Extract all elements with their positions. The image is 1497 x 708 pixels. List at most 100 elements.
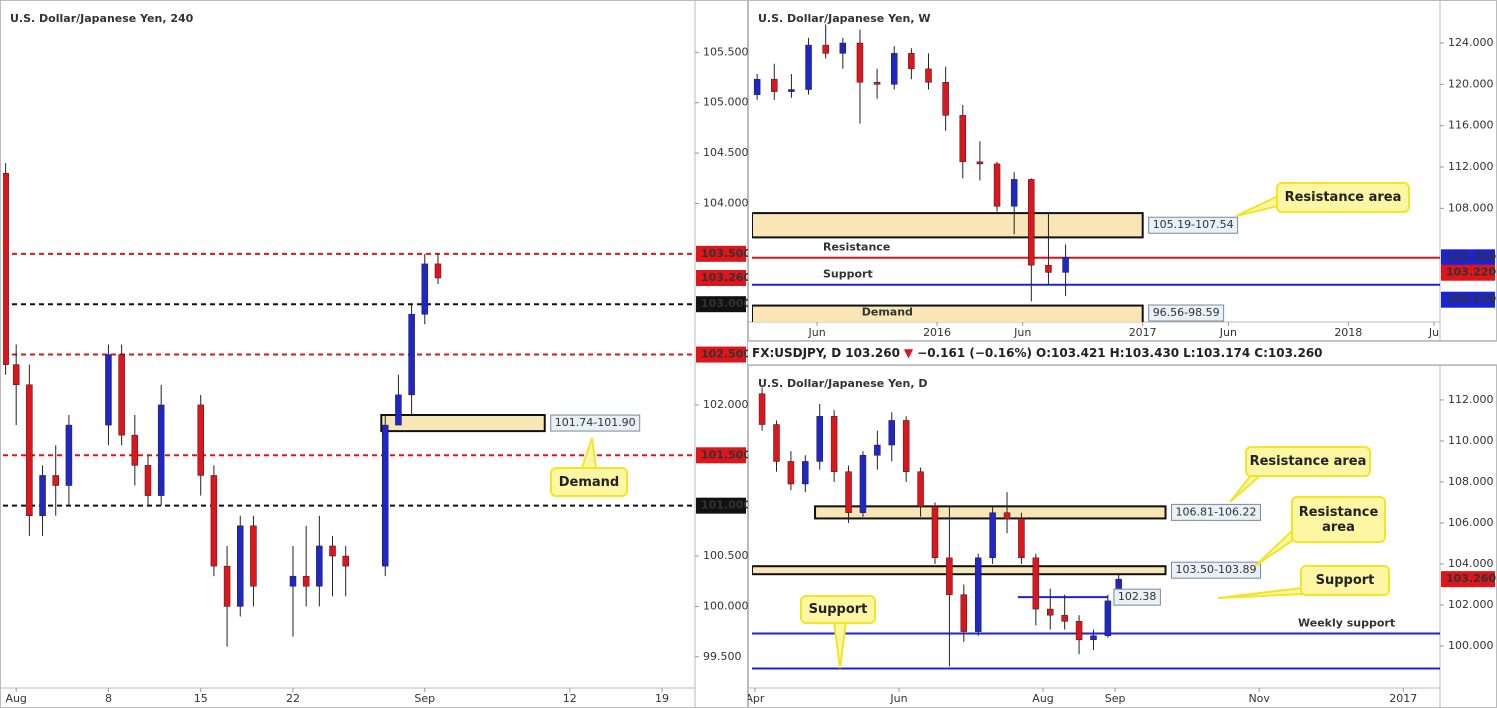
open: O:103.421 (1036, 346, 1106, 360)
candle-body (434, 263, 442, 279)
x-tick-label: Aug (1032, 692, 1053, 705)
y-tick-label: 102.000 (703, 398, 748, 411)
price-box-label: 103.220 (1446, 266, 1496, 279)
x-tick-label: Jun (889, 692, 907, 705)
low: L:103.174 (1183, 346, 1251, 360)
x-tick-label: Jun (1219, 326, 1237, 339)
tag-label: 102.38 (1118, 590, 1157, 603)
candle-body (1090, 635, 1097, 641)
x-tick-label: 2017 (1129, 326, 1157, 339)
callout: Demand (550, 467, 628, 497)
price-box-label: 103.260 (1446, 572, 1496, 585)
x-tick-label: Jun (808, 326, 826, 339)
change: −0.161 (−0.16%) (917, 346, 1032, 360)
y-tick-label: 108.000 (1448, 201, 1494, 214)
candle-body (105, 354, 112, 426)
close: C:103.260 (1254, 346, 1323, 360)
zone (380, 414, 546, 433)
price-box (1441, 571, 1495, 588)
candle-body (974, 557, 982, 632)
price-box (696, 245, 746, 262)
x-tick-label: 2017 (1389, 692, 1417, 705)
x-tick-label: Sep (414, 692, 435, 705)
candle-body (250, 525, 257, 587)
candle-body (802, 461, 809, 485)
price-box (1441, 249, 1495, 266)
y-tick-label: 124.000 (1448, 36, 1494, 49)
candle-body (902, 420, 910, 472)
change-arrow: ▼ (903, 346, 914, 360)
candle-body (788, 89, 795, 92)
level-label: Weekly support (1298, 616, 1395, 629)
candle-body (925, 68, 932, 83)
x-tick-label: 15 (194, 692, 208, 705)
y-tick-label: 110.000 (1448, 434, 1494, 447)
candle-body (959, 115, 967, 163)
level-label: Support (823, 268, 873, 281)
price-box-label: 100.610 (1446, 293, 1496, 306)
candle-body (931, 506, 939, 559)
symbol: FX:USDJPY, D (752, 346, 842, 360)
candle-body (157, 404, 165, 496)
x-tick-label: Apr (748, 692, 765, 705)
price-box (696, 447, 746, 464)
candle-body (946, 557, 953, 595)
y-tick-label: 112.000 (1448, 393, 1494, 406)
callout: Support (1300, 565, 1390, 596)
level-label: Resistance (823, 241, 890, 254)
price-box-label: 103.260 (1446, 250, 1496, 263)
y-tick-label: 120.000 (1448, 77, 1494, 90)
candle-body (816, 416, 823, 462)
candle-body (381, 424, 389, 567)
candle-body (289, 575, 297, 587)
tag-box (1113, 588, 1161, 606)
candle-body (1104, 600, 1112, 636)
candle-body (758, 393, 766, 425)
candle-body (960, 594, 968, 632)
candle-body (839, 42, 847, 54)
y-tick-label: 99.500 (703, 650, 742, 663)
y-tick-label: 100.500 (703, 549, 748, 562)
x-tick-label: 22 (286, 692, 300, 705)
candle-body (989, 512, 996, 559)
candle-body (942, 82, 949, 116)
y-tick-label: 104.000 (1448, 557, 1494, 570)
tag-box (550, 414, 641, 432)
candle-body (237, 525, 244, 607)
plot (3, 163, 695, 647)
candle-body (1018, 518, 1025, 559)
candle-body (26, 384, 33, 516)
candle-body (822, 44, 829, 54)
y-tick-label: 116.000 (1448, 119, 1494, 132)
zone-name: Demand (862, 306, 913, 319)
price-box (696, 269, 746, 286)
candle-body (52, 475, 59, 486)
y-tick-label: 108.000 (1448, 475, 1494, 488)
candle-body (210, 475, 218, 567)
candle-body (12, 364, 20, 386)
candle-body (1010, 179, 1018, 207)
last-price: 103.260 (845, 346, 900, 360)
tag-box (1148, 304, 1225, 322)
y-tick-label: 112.000 (1448, 160, 1494, 173)
x-tick-label: Aug (5, 692, 26, 705)
candle-body (329, 545, 336, 557)
zone (752, 304, 1144, 322)
y-tick-label: 102.000 (1448, 598, 1494, 611)
price-box (696, 497, 746, 514)
candle-body (223, 565, 231, 607)
x-tick-label: 8 (105, 692, 112, 705)
price-box-label: 102.500 (701, 348, 748, 361)
price-box-label: 101.000 (701, 499, 748, 512)
tag-box (1171, 561, 1261, 579)
x-tick-label: Ju (1428, 326, 1439, 339)
price-box-label: 103.000 (701, 297, 748, 310)
callout: Resistance area (1245, 446, 1371, 477)
candle-body (395, 394, 402, 426)
x-tick-label: 19 (655, 692, 669, 705)
price-box-label: 103.260 (701, 271, 748, 284)
candle-body (859, 455, 867, 513)
candle-body (773, 424, 780, 462)
candle-body (421, 263, 429, 315)
tag-label: 101.74-101.90 (555, 416, 636, 429)
